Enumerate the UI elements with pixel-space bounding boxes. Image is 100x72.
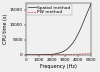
Line: PW method: PW method — [26, 54, 91, 55]
PW method — [76, 54, 78, 55]
Spatial method — [52, 54, 53, 55]
PW method — [54, 54, 55, 55]
Spatial method — [70, 45, 71, 46]
PW method — [78, 54, 79, 55]
Legend: Spatial method, PW method: Spatial method, PW method — [27, 4, 72, 15]
PW method — [52, 54, 53, 55]
Line: Spatial method: Spatial method — [26, 3, 91, 55]
PW method — [91, 53, 92, 54]
Spatial method — [76, 36, 78, 37]
PW method — [70, 54, 71, 55]
X-axis label: Frequency (Hz): Frequency (Hz) — [40, 64, 77, 69]
Y-axis label: CPU time (s): CPU time (s) — [4, 14, 8, 44]
Spatial method — [91, 3, 92, 4]
